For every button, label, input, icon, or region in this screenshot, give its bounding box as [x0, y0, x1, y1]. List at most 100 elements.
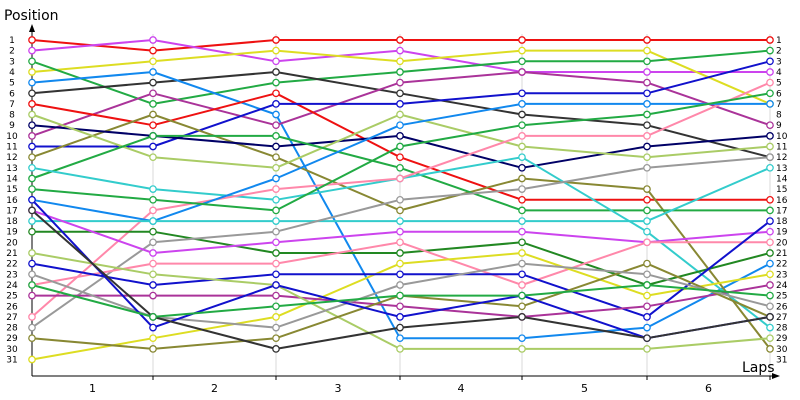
series-point [643, 142, 651, 151]
series-point [518, 238, 526, 247]
right-position-label: 8 [776, 111, 782, 121]
series-point [643, 323, 651, 332]
series-point [28, 110, 36, 119]
series-point [28, 355, 36, 364]
series-point [272, 334, 280, 343]
series-point [396, 206, 404, 215]
series-point [149, 36, 157, 44]
series-line [31, 284, 771, 318]
series-point [643, 345, 651, 353]
series-point [396, 110, 404, 119]
series-point [396, 345, 404, 353]
series-point [518, 185, 526, 193]
series-point [28, 163, 36, 172]
series-point [396, 153, 404, 162]
series-point [272, 121, 280, 130]
y-tick-label: 21 [6, 249, 17, 259]
series-point [28, 249, 36, 257]
series-point [518, 270, 526, 279]
series-point [766, 259, 774, 268]
right-position-label: 11 [776, 143, 787, 153]
series-point [149, 142, 157, 151]
y-tick-label: 4 [9, 68, 15, 78]
series-point [28, 270, 36, 279]
series-point [766, 206, 774, 215]
x-tick-label: 3 [335, 382, 342, 395]
x-tick-label: 1 [89, 382, 96, 395]
series-point [643, 217, 651, 225]
series-point [149, 89, 157, 98]
series-point [396, 163, 404, 172]
series-point [149, 132, 157, 140]
series-point [518, 142, 526, 151]
tick-labels: 1234567891011121314151617181920212223242… [6, 36, 787, 395]
series-point [272, 163, 280, 172]
y-tick-label: 23 [6, 270, 17, 280]
series-point [766, 291, 774, 300]
series-point [643, 206, 651, 215]
x-tick-label: 5 [581, 382, 588, 395]
series-point [272, 110, 280, 119]
series-point [643, 259, 651, 268]
y-tick-label: 1 [9, 36, 15, 46]
y-tick-label: 14 [6, 174, 18, 184]
series-point [28, 185, 36, 193]
series-point [518, 174, 526, 183]
series-point [28, 121, 36, 130]
right-position-label: 31 [776, 356, 787, 366]
series-point [396, 334, 404, 343]
series-point [149, 227, 157, 236]
series-point [766, 217, 774, 225]
series-point [643, 57, 651, 66]
series-point [643, 132, 651, 140]
series-point [766, 100, 774, 108]
series-point [518, 227, 526, 236]
series-point [149, 100, 157, 108]
series-point [272, 195, 280, 204]
series-point [643, 302, 651, 311]
y-tick-label: 2 [9, 47, 15, 57]
series-point [396, 57, 404, 66]
series-point [766, 68, 774, 76]
series-point [272, 217, 280, 225]
series-point [272, 57, 280, 66]
series-point [518, 206, 526, 215]
series-point [396, 270, 404, 279]
right-position-label: 28 [776, 324, 788, 334]
right-position-label: 6 [776, 89, 782, 99]
series-point [518, 249, 526, 257]
series-point [396, 217, 404, 225]
series-point [28, 46, 36, 55]
right-position-label: 14 [776, 174, 788, 184]
x-axis-arrow [772, 373, 780, 379]
series-point [766, 153, 774, 162]
series-point [272, 281, 280, 289]
series-point [518, 281, 526, 289]
series-point [28, 195, 36, 204]
series-point [518, 132, 526, 140]
series-point [149, 313, 157, 321]
series-point [518, 46, 526, 55]
series-point [149, 291, 157, 300]
series-point [643, 195, 651, 204]
series-point [396, 249, 404, 257]
series-point [28, 313, 36, 321]
series-point [396, 259, 404, 268]
series-point [643, 334, 651, 343]
series-point [766, 57, 774, 66]
right-position-label: 2 [776, 47, 782, 57]
series-point [28, 57, 36, 66]
series-point [396, 36, 404, 44]
series-point [396, 89, 404, 98]
series-point [766, 281, 774, 289]
series-point [643, 46, 651, 55]
series-point [766, 78, 774, 87]
series-point [149, 270, 157, 279]
series-point [28, 217, 36, 225]
series-point [272, 313, 280, 321]
series-point [396, 291, 404, 300]
series-point [149, 281, 157, 289]
series-point [643, 100, 651, 108]
series-point [766, 345, 774, 353]
series-point [643, 227, 651, 236]
